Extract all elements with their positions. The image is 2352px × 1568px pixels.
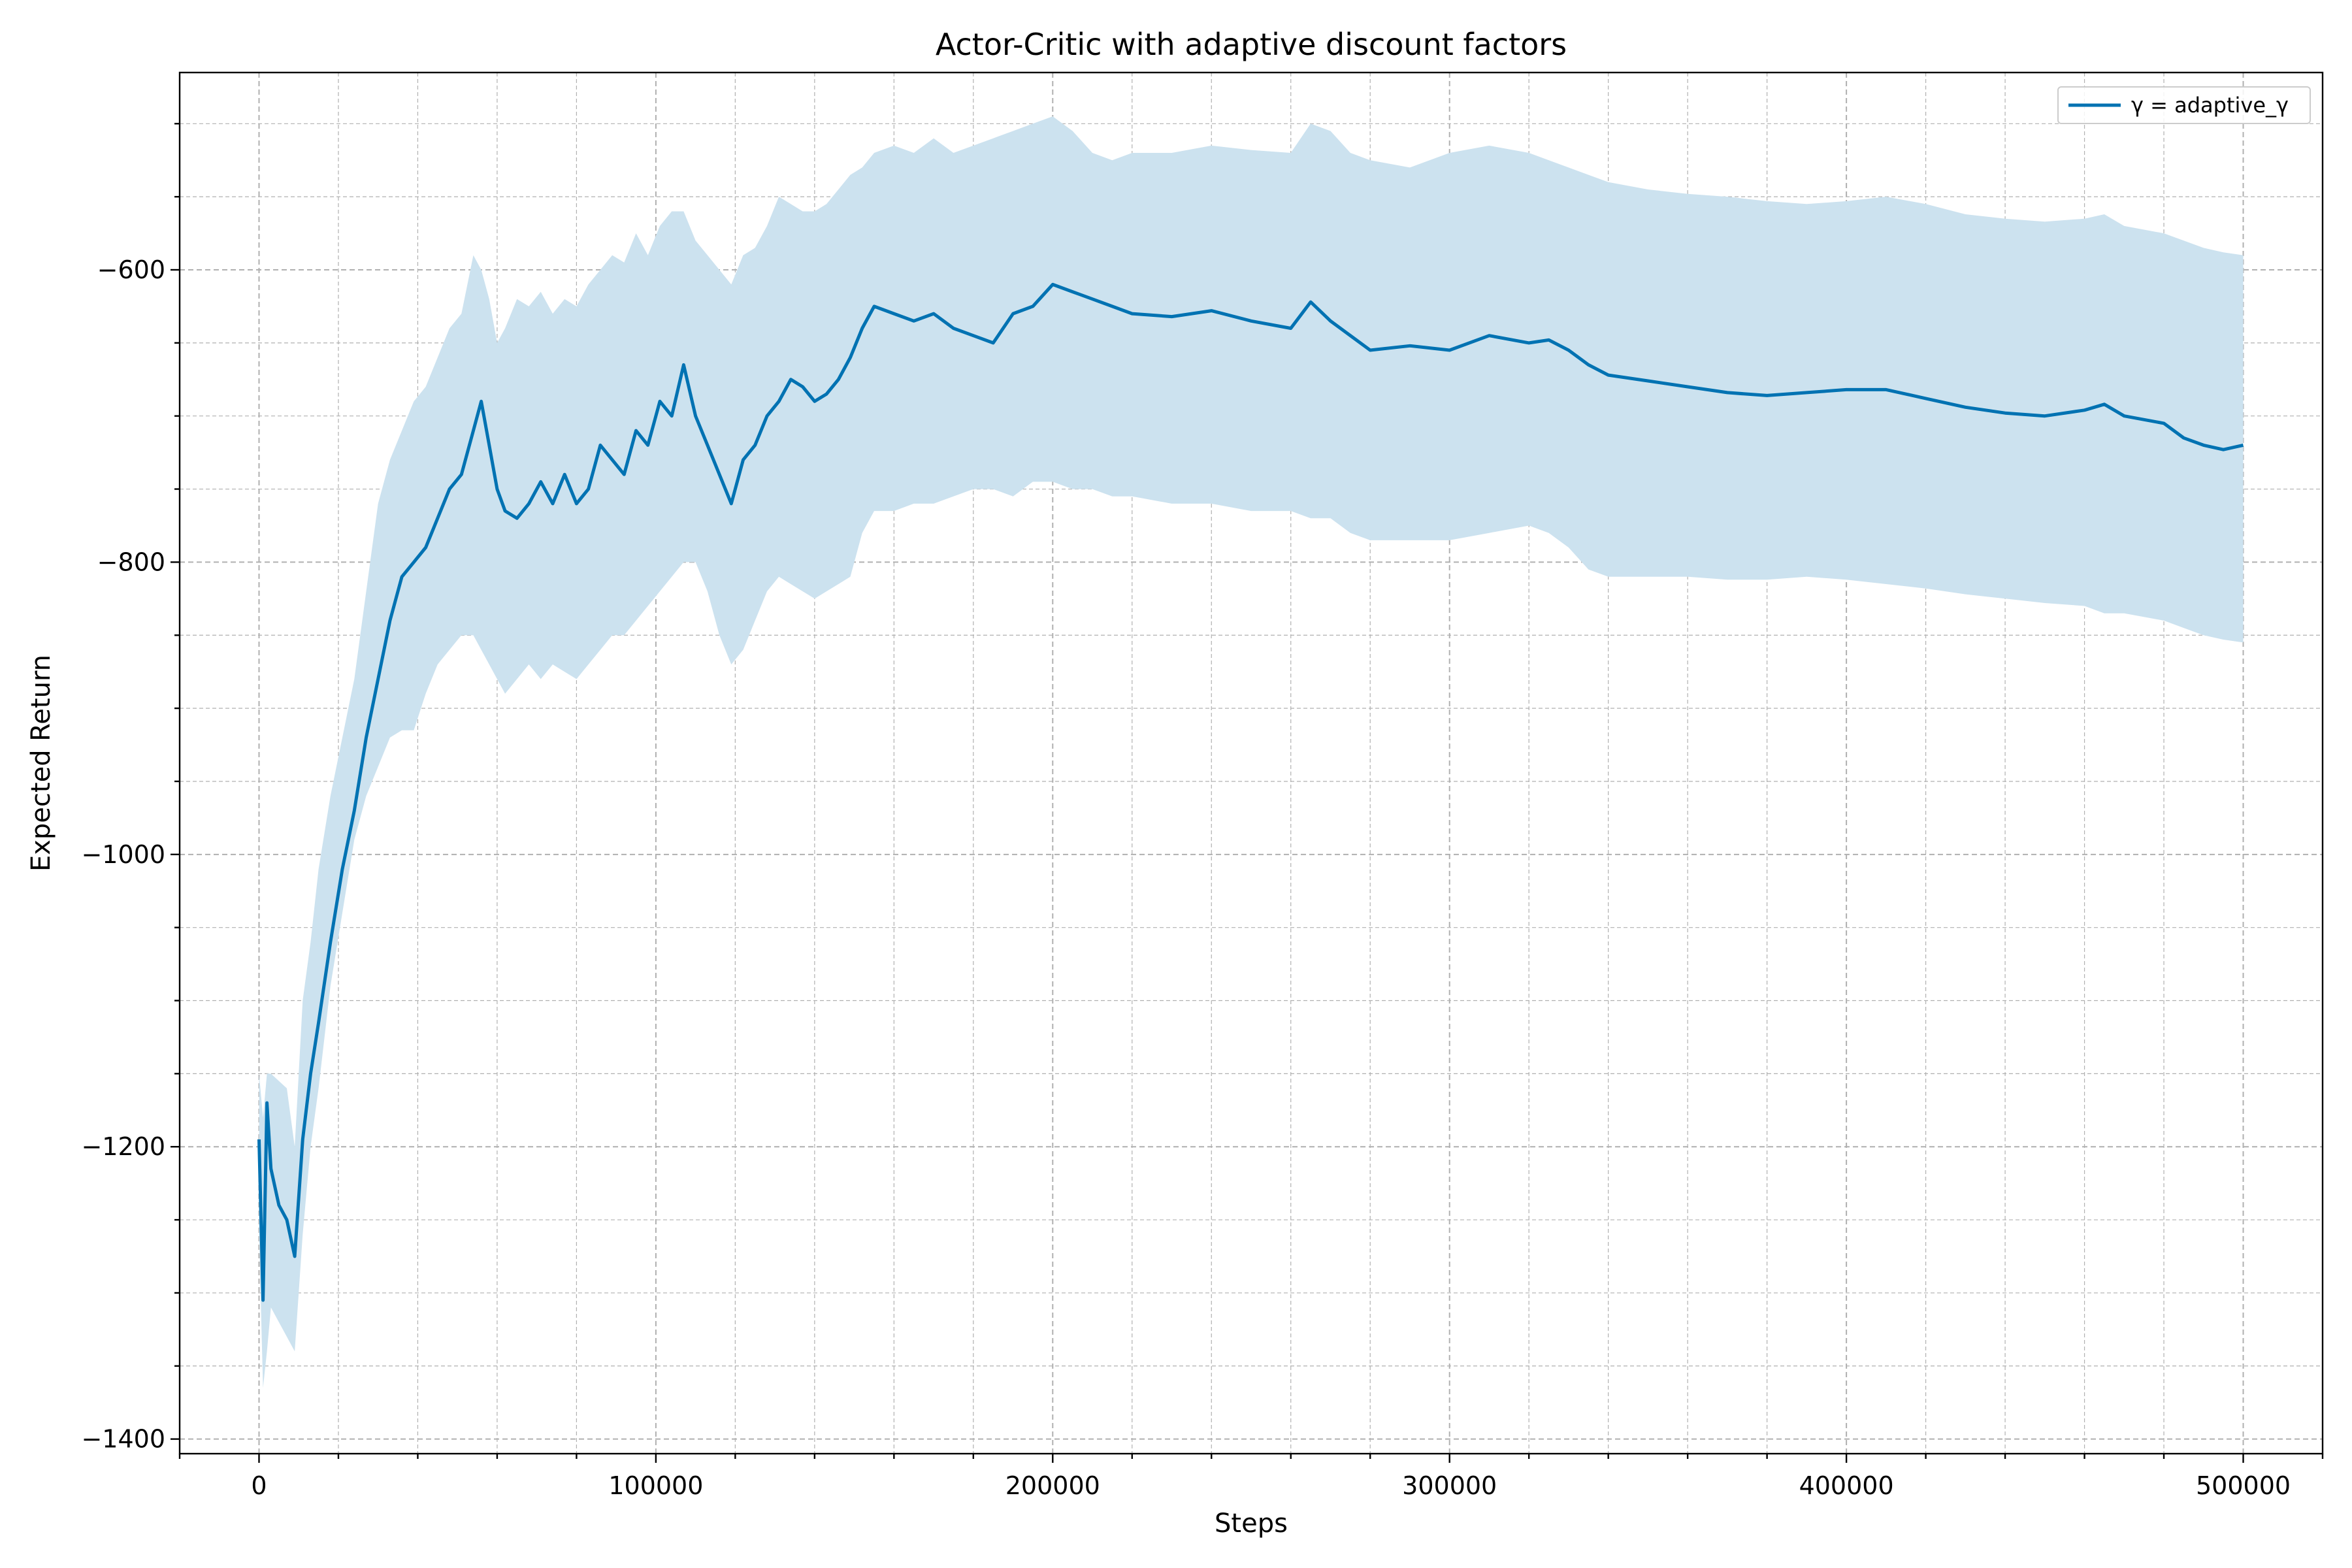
series-line (257, 282, 2244, 1302)
x-axis-label: Steps (1215, 1509, 1288, 1539)
x-tick-label: 400000 (1799, 1471, 1894, 1500)
x-tick-label: 100000 (608, 1471, 703, 1500)
chart-title: Actor-Critic with adaptive discount fact… (936, 27, 1567, 62)
plot-frame (178, 71, 2324, 1455)
series-band (259, 116, 2244, 1388)
y-axis-label: Expected Return (26, 655, 56, 872)
axis-ticks: 0 100000 200000 300000 400000 500000 −1400 −120… (81, 123, 2324, 1500)
x-tick-label: 500000 (2196, 1471, 2291, 1500)
legend: γ = adaptive_γ (2057, 86, 2311, 124)
legend-box (2057, 86, 2311, 124)
x-tick-label: 200000 (1005, 1471, 1100, 1500)
legend-label: γ = adaptive_γ (2131, 93, 2289, 118)
y-tick-label: −800 (97, 547, 165, 576)
x-tick-label: 300000 (1402, 1471, 1497, 1500)
y-tick-label: −1000 (81, 840, 165, 869)
x-tick-label: 0 (251, 1471, 267, 1500)
y-tick-label: −1200 (81, 1132, 165, 1161)
y-tick-label: −1400 (81, 1425, 165, 1454)
y-tick-label: −600 (97, 255, 165, 284)
